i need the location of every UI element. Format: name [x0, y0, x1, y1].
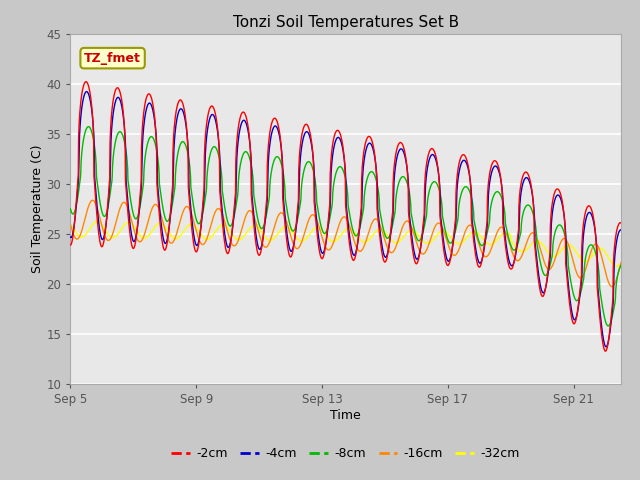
Title: Tonzi Soil Temperatures Set B: Tonzi Soil Temperatures Set B: [232, 15, 459, 30]
Legend: -2cm, -4cm, -8cm, -16cm, -32cm: -2cm, -4cm, -8cm, -16cm, -32cm: [166, 443, 525, 465]
X-axis label: Time: Time: [330, 409, 361, 422]
Y-axis label: Soil Temperature (C): Soil Temperature (C): [31, 144, 44, 273]
Text: TZ_fmet: TZ_fmet: [84, 52, 141, 65]
